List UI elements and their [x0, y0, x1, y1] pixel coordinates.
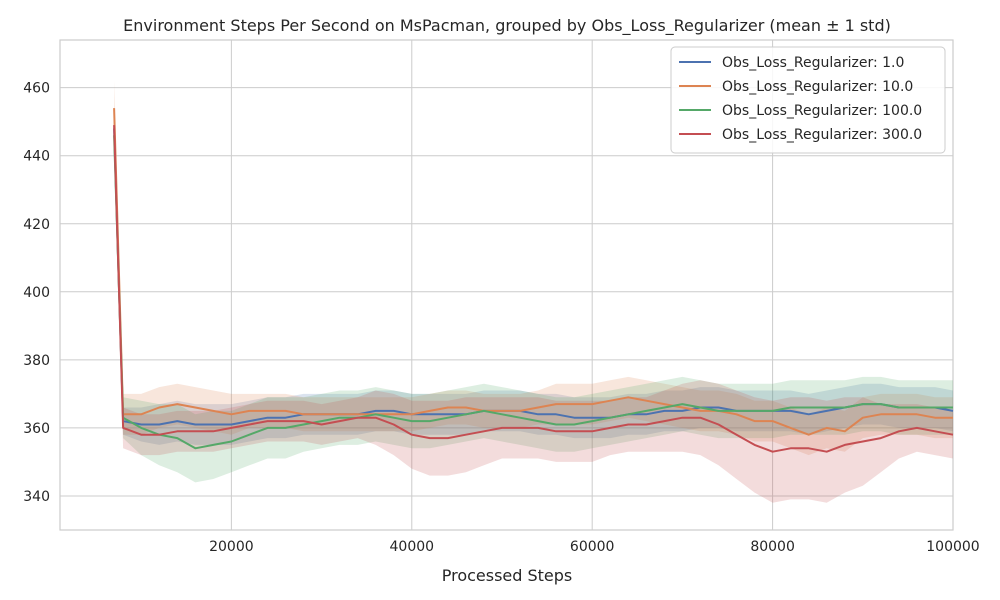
- legend: Obs_Loss_Regularizer: 1.0 Obs_Loss_Regula…: [670, 46, 946, 154]
- y-tick-label: 380: [23, 353, 50, 369]
- std-band-series-1: [114, 108, 954, 445]
- line-series-4: [113, 125, 954, 453]
- x-tick-label: 80000: [750, 539, 795, 555]
- x-tick-label: 20000: [209, 539, 254, 555]
- y-tick-label: 460: [23, 81, 50, 97]
- std-band-series-3: [114, 114, 954, 483]
- x-tick-label: 100000: [926, 539, 979, 555]
- line-series-3: [113, 135, 953, 450]
- y-tick-label: 360: [23, 421, 50, 437]
- y-tick-label: 420: [23, 217, 50, 233]
- x-tick-label: 60000: [570, 539, 615, 555]
- line-series-1: [113, 128, 954, 426]
- plot-frame: [59, 39, 954, 531]
- legend-label: Obs_Loss_Regularizer: 300.0: [722, 127, 922, 143]
- line-series-2: [113, 108, 953, 436]
- chart-title: Environment Steps Per Second on MsPacman…: [123, 16, 891, 36]
- legend-label: Obs_Loss_Regularizer: 10.0: [722, 79, 913, 95]
- legend-box: [670, 46, 946, 154]
- legend-label: Obs_Loss_Regularizer: 1.0: [722, 55, 904, 71]
- std-bands: [114, 80, 954, 503]
- y-tick-label: 340: [23, 489, 50, 505]
- tick-labels: 20000 40000 60000 80000 100000 340 360 380 400 42…: [23, 81, 979, 555]
- gridlines: [60, 40, 954, 530]
- std-band-series-2: [114, 80, 954, 456]
- x-tick-label: 40000: [390, 539, 435, 555]
- std-band-series-4: [114, 104, 954, 503]
- series-lines: [113, 108, 954, 453]
- x-axis-label: Processed Steps: [442, 566, 573, 585]
- legend-label: Obs_Loss_Regularizer: 100.0: [722, 103, 922, 119]
- y-tick-label: 400: [23, 285, 50, 301]
- y-tick-label: 440: [23, 149, 50, 165]
